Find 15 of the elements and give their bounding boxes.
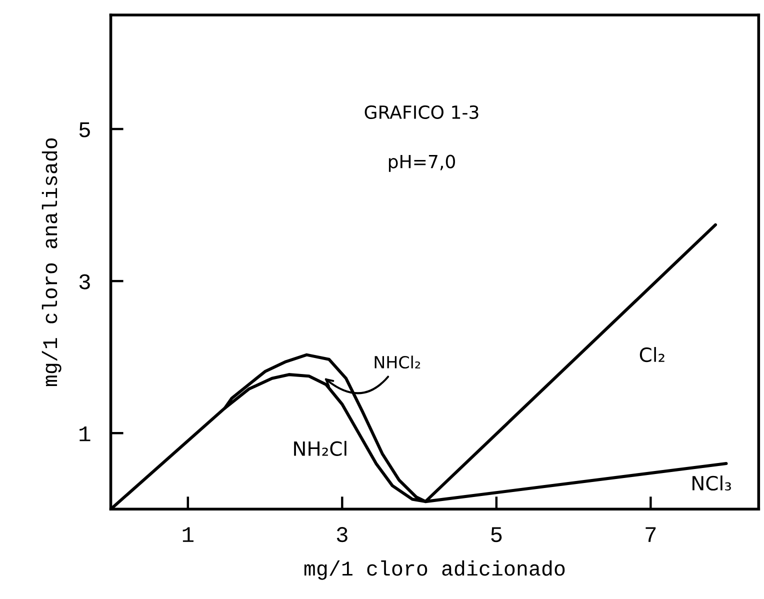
y-axis-title: mg/1 cloro analisado xyxy=(42,138,62,386)
annotation: NHCl₂ xyxy=(374,356,420,369)
x-tick-label: 1 xyxy=(182,527,194,542)
text: GRAFICO 1-3 xyxy=(364,105,478,120)
x-tick-label: 3 xyxy=(336,527,348,542)
y-tick-label: 5 xyxy=(79,122,90,138)
x-tick-label: 7 xyxy=(646,527,656,542)
annotation: NH₂Cl xyxy=(294,440,346,456)
x-tick-label: 5 xyxy=(491,527,502,542)
annotation: Cl₂ xyxy=(640,347,664,362)
text: pH=7,0 xyxy=(388,154,455,172)
annotation: NCl₃ xyxy=(692,476,731,491)
y-tick-label: 1 xyxy=(80,426,90,442)
x-axis-title: mg/1 cloro adicionado xyxy=(304,560,565,580)
y-tick-label: 3 xyxy=(79,274,90,290)
